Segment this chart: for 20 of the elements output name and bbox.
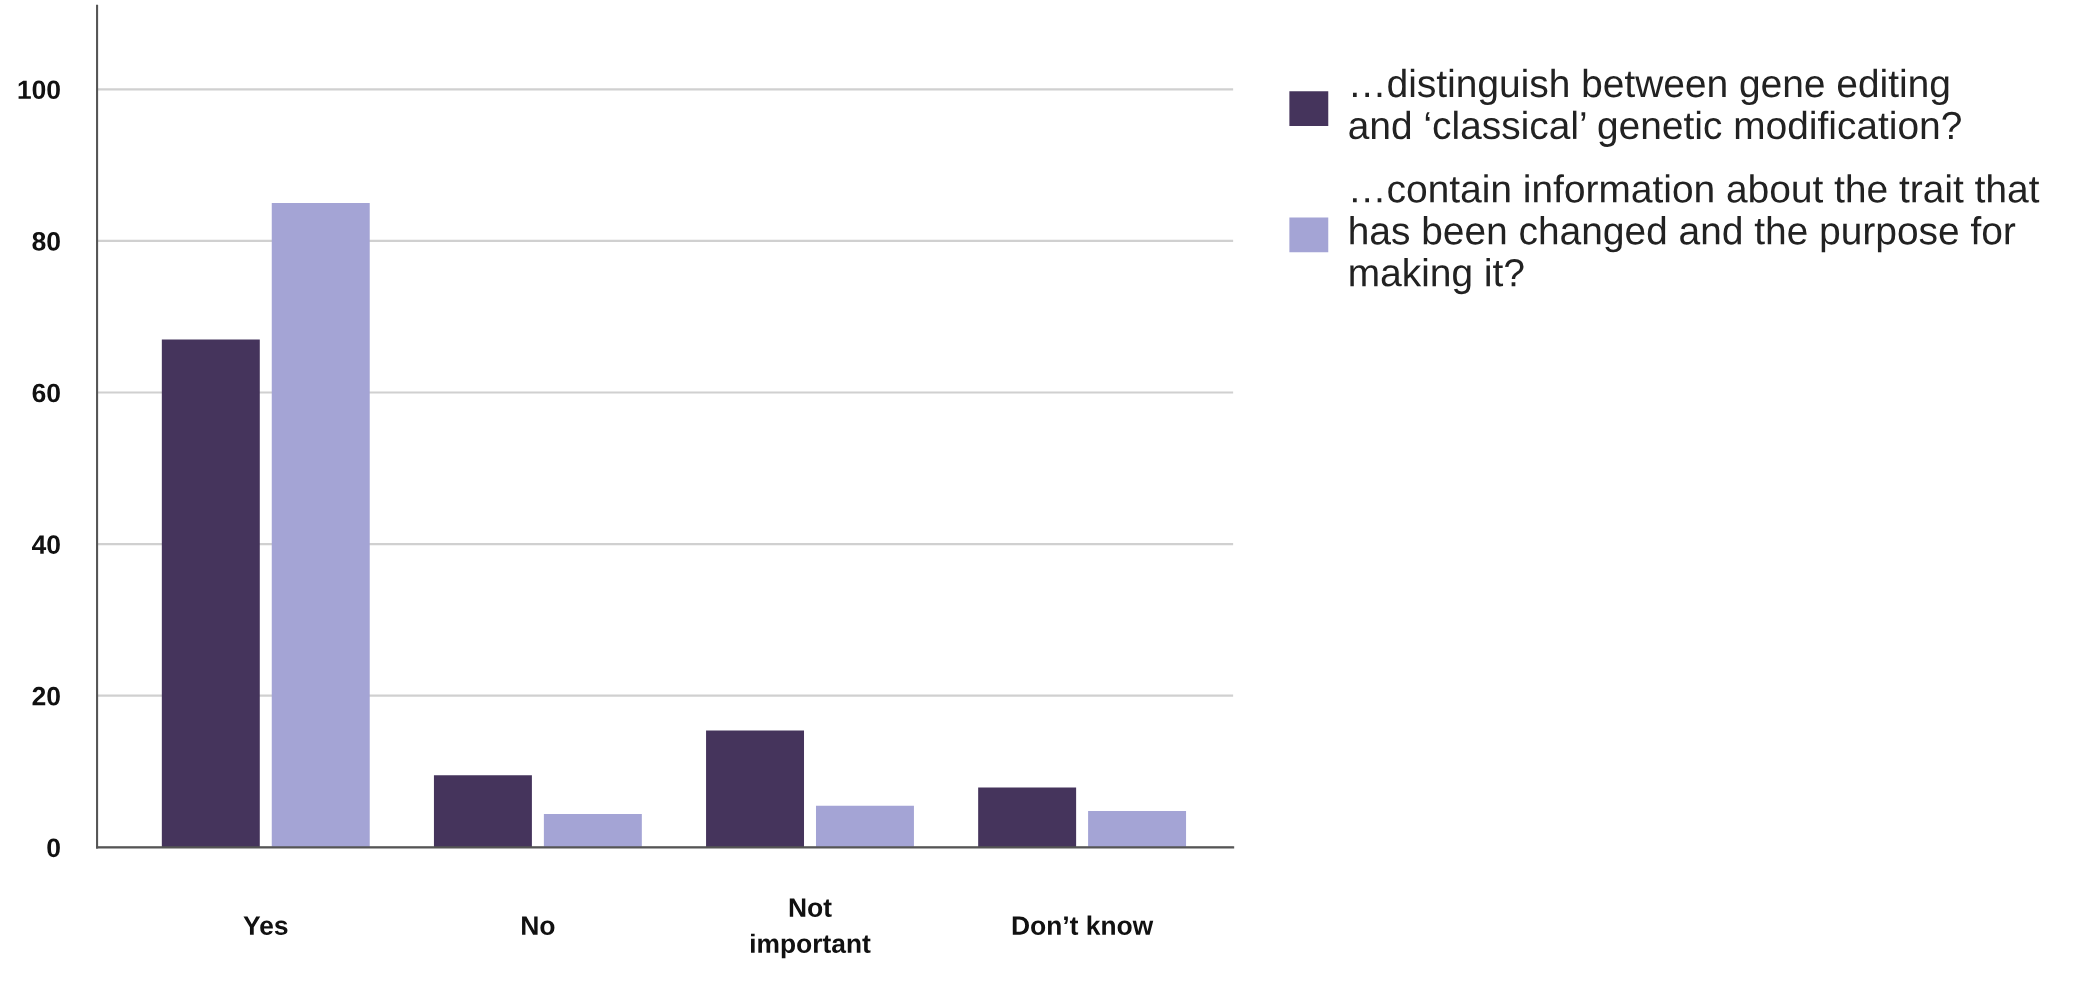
y-tick-label: 20: [32, 686, 60, 706]
x-tick-label: No: [522, 916, 555, 935]
y-tick-label: 80: [32, 232, 60, 251]
legend-label: …distinguish between gene editing and ‘classical’ genetic modification?: [1349, 68, 1961, 147]
y-tick-label: 0: [47, 838, 60, 858]
bar: [815, 805, 914, 848]
x-tick-label: Yes: [243, 916, 288, 935]
bar: [978, 787, 1077, 848]
y-tick-label: 100: [18, 80, 60, 100]
x-tick-label: Not important: [751, 898, 871, 959]
bar: [706, 730, 805, 848]
legend-label: …contain information about the trait that has been changed and the purpose for making it?: [1350, 174, 2040, 295]
bar: [433, 775, 532, 848]
bar: [543, 813, 642, 848]
x-tick-label: Don’t know: [1012, 915, 1154, 935]
bar: [271, 202, 370, 848]
bar: [161, 339, 260, 848]
y-tick-label: 40: [32, 535, 60, 554]
bar: [1088, 810, 1187, 848]
y-tick-label: 60: [32, 383, 60, 403]
